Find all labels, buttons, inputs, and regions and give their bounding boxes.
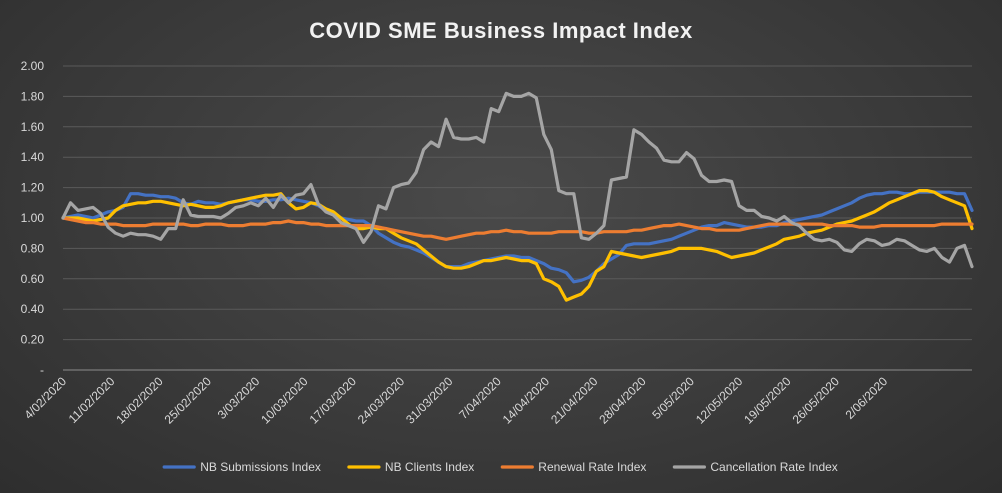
x-tick-label: 7/04/2020 bbox=[456, 374, 504, 422]
x-tick-label: 12/05/2020 bbox=[693, 374, 746, 427]
x-tick-label: 4/02/2020 bbox=[21, 374, 69, 422]
series-line-cancellation-rate-index bbox=[61, 91, 974, 269]
x-tick-label: 10/03/2020 bbox=[258, 374, 311, 427]
series-line-nb-submissions-index bbox=[61, 190, 974, 284]
legend-label-renewal-rate-index: Renewal Rate Index bbox=[538, 460, 646, 474]
y-tick-label: 1.20 bbox=[21, 181, 45, 195]
x-tick-label: 24/03/2020 bbox=[355, 374, 408, 427]
x-tick-label: 31/03/2020 bbox=[403, 374, 456, 427]
chart-title: COVID SME Business Impact Index bbox=[309, 18, 693, 43]
x-tick-label: 3/03/2020 bbox=[215, 374, 263, 422]
y-tick-label: 1.40 bbox=[21, 150, 45, 164]
x-tick-label: 21/04/2020 bbox=[548, 374, 601, 427]
y-tick-label: 0.40 bbox=[21, 302, 45, 316]
x-tick-label: 26/05/2020 bbox=[790, 374, 843, 427]
legend: NB Submissions Index NB Clients Index Rene… bbox=[162, 460, 838, 474]
plot-area bbox=[61, 91, 974, 302]
x-tick-label: 25/02/2020 bbox=[162, 374, 215, 427]
series-line-nb-clients-index bbox=[61, 189, 974, 302]
x-tick-label: 14/04/2020 bbox=[500, 374, 553, 427]
x-tick-label: 5/05/2020 bbox=[649, 374, 697, 422]
series-line-renewal-rate-index bbox=[61, 216, 974, 241]
legend-label-nb-submissions-index: NB Submissions Index bbox=[200, 460, 321, 474]
y-tick-label: 1.80 bbox=[21, 89, 45, 103]
x-tick-label: 28/04/2020 bbox=[596, 374, 649, 427]
x-tick-label: 2/06/2020 bbox=[843, 374, 891, 422]
y-tick-label: - bbox=[40, 363, 44, 377]
y-tick-label: 0.80 bbox=[21, 241, 45, 255]
y-tick-label: 2.00 bbox=[21, 59, 45, 73]
legend-label-cancellation-rate-index: Cancellation Rate Index bbox=[710, 460, 837, 474]
y-tick-label: 0.20 bbox=[21, 333, 45, 347]
x-tick-label: 19/05/2020 bbox=[741, 374, 794, 427]
legend-label-nb-clients-index: NB Clients Index bbox=[385, 460, 474, 474]
y-tick-label: 1.60 bbox=[21, 120, 45, 134]
y-tick-label: 0.60 bbox=[21, 272, 45, 286]
y-tick-label: 1.00 bbox=[21, 211, 45, 225]
x-tick-label: 11/02/2020 bbox=[66, 374, 118, 426]
y-axis-ticks: - 0.20 0.40 0.60 0.80 1.00 1.20 1.40 1.60 1.80 2.0… bbox=[21, 59, 45, 377]
x-tick-label: 17/03/2020 bbox=[307, 374, 360, 427]
x-tick-label: 18/02/2020 bbox=[113, 374, 166, 427]
